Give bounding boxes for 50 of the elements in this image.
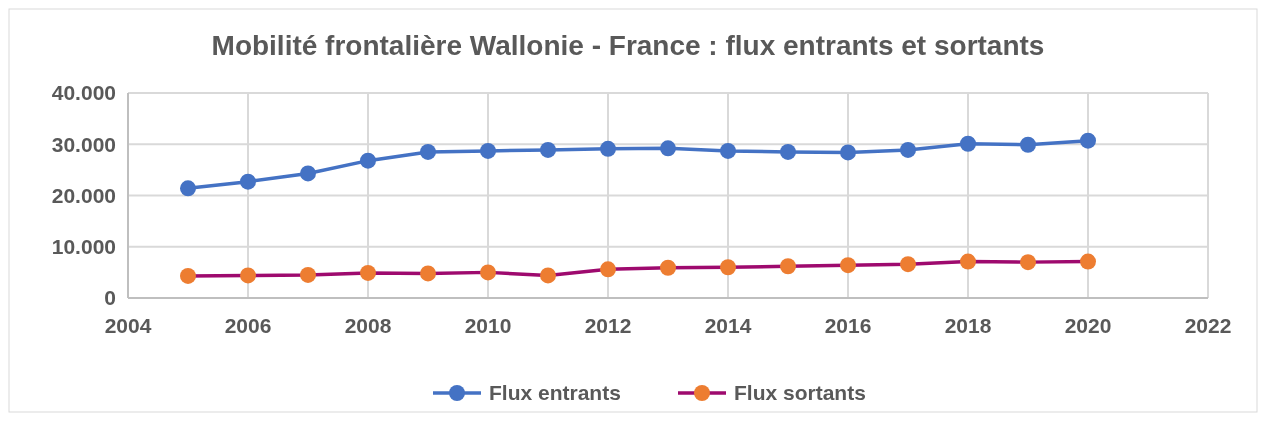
- point: [900, 256, 916, 273]
- point: [300, 165, 316, 182]
- point: [420, 265, 436, 282]
- y-tick-label: 10.000: [51, 235, 116, 259]
- y-tick-label: 30.000: [51, 132, 116, 156]
- point: [480, 264, 496, 281]
- y-tick-label: 40.000: [51, 81, 116, 105]
- point: [660, 140, 676, 157]
- point: [780, 258, 796, 275]
- point: [660, 259, 676, 276]
- y-tick-label: 20.000: [51, 183, 116, 207]
- point: [1080, 132, 1096, 149]
- point: [720, 142, 736, 159]
- point: [480, 142, 496, 159]
- x-tick-label: 2008: [344, 314, 392, 337]
- x-tick-label: 2004: [104, 314, 152, 337]
- point: [840, 257, 856, 274]
- point: [780, 143, 796, 160]
- point: [720, 259, 736, 276]
- x-tick-label: 2012: [584, 314, 632, 337]
- point: [960, 135, 976, 152]
- chart-title: Mobilité frontalière Wallonie - France : flux entrants et sortants: [211, 30, 1045, 61]
- point: [360, 152, 376, 169]
- y-tick-label: 0: [104, 286, 116, 310]
- x-tick-label: 2020: [1064, 314, 1112, 337]
- point: [540, 267, 556, 284]
- x-tick-label: 2006: [224, 314, 272, 337]
- legend-label: Flux entrants: [489, 381, 621, 405]
- point: [840, 144, 856, 161]
- x-tick-label: 2016: [824, 314, 872, 337]
- point: [1020, 136, 1036, 153]
- legend-label: Flux sortants: [734, 381, 866, 405]
- point: [1020, 254, 1036, 271]
- point: [300, 266, 316, 283]
- x-tick-label: 2010: [464, 314, 512, 337]
- x-tick-label: 2022: [1184, 314, 1232, 337]
- point: [420, 143, 436, 160]
- point: [240, 173, 256, 190]
- point: [240, 267, 256, 284]
- point: [600, 140, 616, 157]
- point: [180, 180, 196, 197]
- point: [960, 253, 976, 270]
- point: [900, 141, 916, 158]
- point: [1080, 253, 1096, 270]
- point: [540, 141, 556, 158]
- point: [360, 264, 376, 281]
- x-tick-label: 2018: [944, 314, 992, 337]
- point: [600, 261, 616, 278]
- point: [180, 267, 196, 284]
- x-tick-label: 2014: [704, 314, 752, 337]
